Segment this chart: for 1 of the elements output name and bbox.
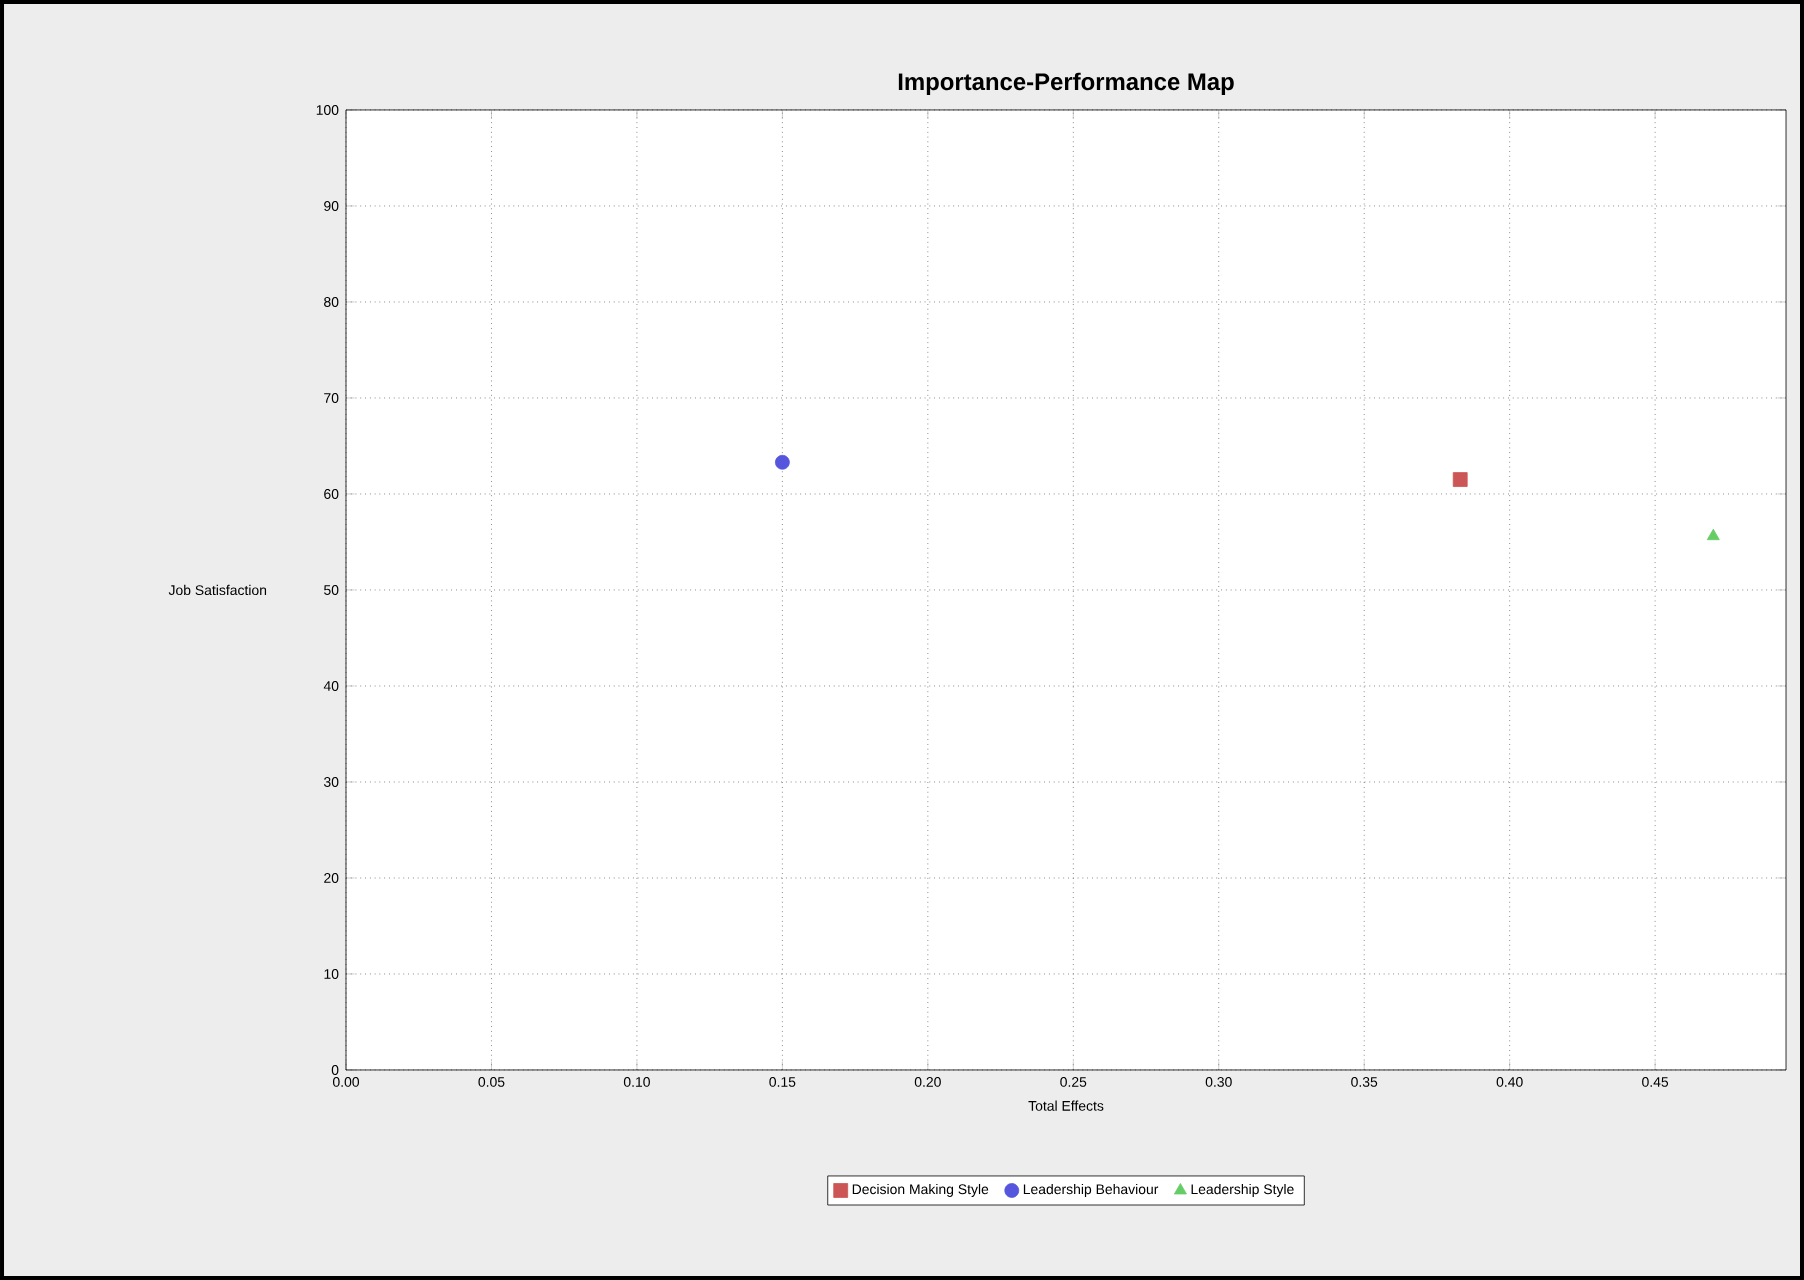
chart-title: Importance-Performance Map: [898, 72, 1234, 95]
